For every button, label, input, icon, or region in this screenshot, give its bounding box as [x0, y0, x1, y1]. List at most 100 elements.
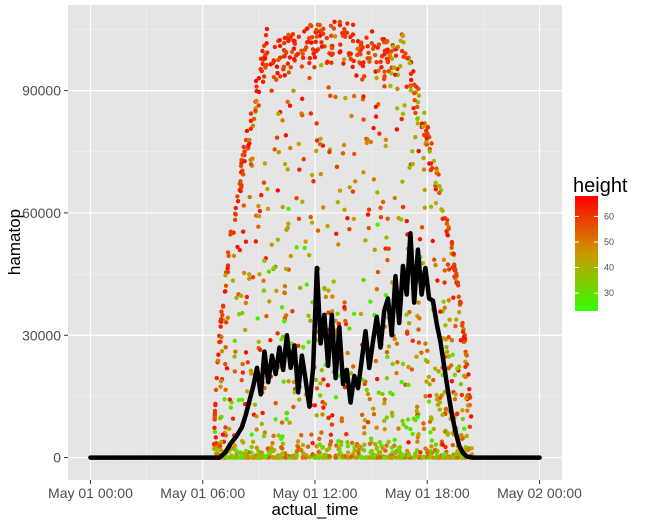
data-point: [379, 65, 384, 70]
data-point: [313, 377, 319, 383]
data-point: [251, 116, 257, 122]
data-point: [428, 204, 434, 209]
data-point: [400, 418, 405, 424]
data-point: [272, 147, 277, 152]
data-point: [366, 50, 371, 56]
data-point: [424, 131, 430, 136]
data-point: [463, 374, 468, 380]
data-point: [306, 339, 311, 345]
data-point: [414, 408, 419, 414]
data-point: [353, 179, 358, 184]
data-point: [448, 363, 454, 368]
data-point: [434, 392, 439, 398]
data-point: [277, 455, 282, 460]
data-point: [429, 438, 435, 443]
data-point: [274, 288, 279, 294]
data-point: [413, 84, 419, 89]
data-point: [300, 199, 305, 205]
data-point: [249, 432, 254, 437]
data-point: [275, 237, 281, 242]
data-point: [433, 442, 439, 447]
data-point: [356, 443, 361, 449]
data-point: [378, 214, 384, 220]
data-point: [442, 280, 447, 285]
data-point: [330, 294, 335, 299]
data-point: [464, 433, 469, 439]
data-point: [325, 383, 331, 388]
data-point: [395, 86, 400, 92]
data-point: [400, 111, 406, 117]
data-point: [359, 455, 364, 460]
data-point: [351, 93, 357, 99]
data-point: [264, 26, 270, 32]
data-point: [408, 426, 413, 432]
data-point: [395, 44, 401, 50]
data-point: [422, 110, 427, 115]
data-point: [374, 59, 379, 65]
data-point: [269, 445, 274, 450]
data-point: [428, 449, 433, 454]
data-point: [426, 455, 432, 460]
data-point: [408, 71, 414, 76]
data-point: [276, 433, 281, 438]
data-point: [382, 418, 387, 424]
data-point: [384, 443, 389, 448]
data-point: [396, 454, 401, 460]
data-point: [328, 23, 334, 28]
data-point: [334, 231, 339, 236]
data-point: [392, 65, 397, 70]
data-point: [234, 448, 239, 454]
data-point: [303, 239, 308, 244]
data-point: [416, 327, 421, 332]
data-point: [312, 65, 317, 70]
data-point: [274, 135, 280, 140]
data-point: [340, 453, 345, 459]
data-point: [269, 88, 274, 93]
data-point: [339, 416, 345, 421]
data-point: [433, 200, 439, 206]
data-point: [285, 99, 290, 105]
data-point: [368, 139, 373, 145]
data-point: [415, 116, 420, 122]
data-point: [241, 172, 246, 177]
data-point: [317, 436, 322, 442]
data-point: [384, 235, 389, 240]
data-point: [377, 439, 382, 445]
data-point: [446, 455, 451, 460]
data-point: [368, 450, 373, 455]
data-point: [243, 137, 249, 143]
data-point: [446, 354, 451, 359]
data-point: [398, 38, 403, 43]
data-point: [385, 257, 390, 263]
data-point: [262, 258, 267, 264]
data-point: [382, 397, 387, 402]
data-point: [376, 42, 382, 47]
data-point: [454, 317, 459, 322]
data-point: [413, 134, 418, 140]
data-point: [413, 110, 418, 116]
data-point: [441, 257, 447, 263]
data-point: [464, 362, 470, 367]
data-point: [451, 251, 456, 256]
data-point: [303, 45, 309, 50]
data-point: [406, 440, 411, 445]
data-point: [404, 312, 409, 317]
data-point: [401, 422, 406, 427]
data-point: [406, 382, 411, 388]
data-point: [436, 172, 441, 177]
data-point: [286, 221, 291, 226]
data-point: [321, 455, 326, 460]
data-point: [256, 203, 261, 209]
data-point: [314, 27, 319, 33]
data-point: [361, 277, 366, 283]
data-point: [260, 61, 265, 67]
data-point: [218, 447, 224, 453]
data-point: [286, 70, 291, 75]
data-point: [450, 442, 455, 448]
data-point: [437, 407, 443, 412]
data-point: [386, 455, 391, 460]
data-point: [253, 78, 259, 84]
data-point: [409, 367, 415, 372]
data-point: [387, 53, 393, 58]
mean-line: [88, 231, 542, 460]
